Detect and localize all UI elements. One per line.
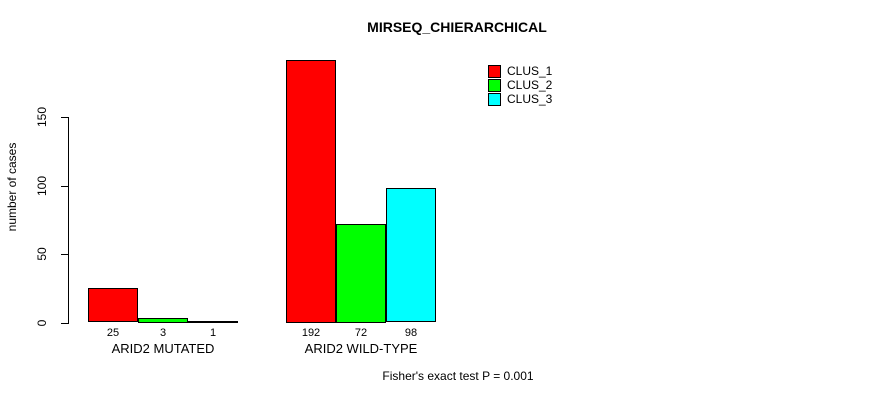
- legend-item-clus_3: CLUS_3: [488, 92, 552, 106]
- legend-swatch: [488, 64, 501, 78]
- y-tick-label: 0: [35, 319, 49, 326]
- chart-title: MIRSEQ_CHIERARCHICAL: [367, 19, 547, 35]
- legend-label: CLUS_2: [507, 78, 553, 92]
- y-tick-label: 50: [35, 247, 49, 261]
- y-axis-label: number of cases: [5, 142, 19, 232]
- bar-value-label: 3: [159, 327, 167, 339]
- legend-swatch: [488, 78, 501, 92]
- bar-clus_3-2: [386, 188, 436, 323]
- legend: CLUS_1 CLUS_2 CLUS_3: [488, 64, 552, 106]
- group-label: ARID2 MUTATED: [111, 341, 215, 356]
- group-label: ARID2 WILD-TYPE: [304, 341, 418, 356]
- legend-item-clus_2: CLUS_2: [488, 78, 552, 92]
- y-axis-line: [68, 117, 69, 324]
- fisher-test-annotation: Fisher's exact test P = 0.001: [382, 369, 534, 383]
- bar-value-label: 1: [209, 327, 217, 339]
- y-tick: [61, 254, 68, 255]
- legend-label: CLUS_1: [507, 64, 553, 78]
- y-tick-label: 100: [35, 175, 49, 196]
- y-tick: [61, 117, 68, 119]
- y-tick-label: 150: [35, 107, 49, 128]
- bar-clus_1-1: [88, 288, 138, 323]
- y-tick: [61, 185, 68, 187]
- bar-clus_2-2: [336, 223, 386, 323]
- bar-value-label: 98: [404, 327, 418, 339]
- bar-value-label: 25: [106, 327, 120, 339]
- y-tick: [61, 322, 68, 324]
- legend-label: CLUS_3: [507, 92, 553, 106]
- bar-clus_3-1: [188, 320, 238, 323]
- bar-clus_2-1: [138, 318, 188, 323]
- bar-value-label: 192: [301, 327, 321, 339]
- bar-clus_1-2: [286, 59, 336, 323]
- legend-item-clus_1: CLUS_1: [488, 64, 552, 78]
- bar-value-label: 72: [354, 327, 368, 339]
- legend-swatch: [488, 92, 501, 106]
